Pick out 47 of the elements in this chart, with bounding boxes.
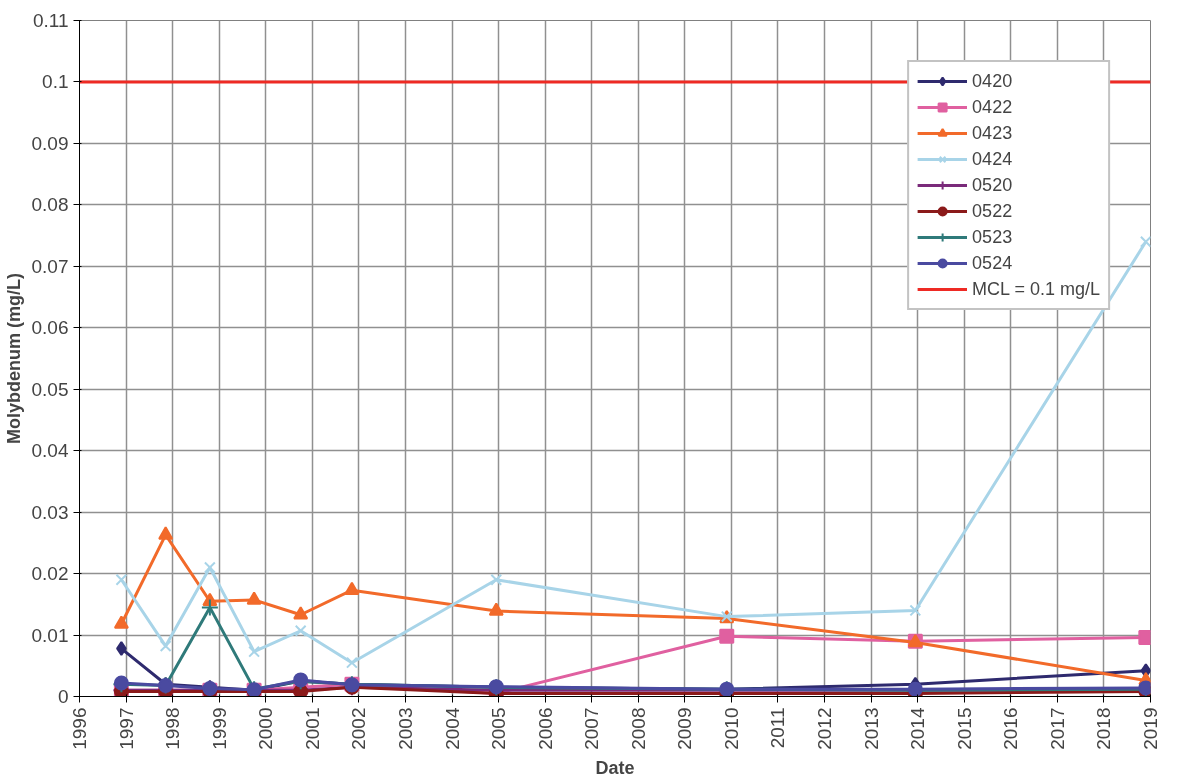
y-tick-label: 0	[57, 686, 69, 707]
y-tick-label: 0.03	[31, 501, 69, 523]
legend-label: 0523	[972, 226, 1013, 248]
x-tick-label: 2012	[814, 707, 836, 750]
y-tick-label: 0.09	[31, 132, 69, 154]
legend-label: 0420	[972, 70, 1013, 92]
x-tick-label: 1999	[208, 707, 230, 750]
x-tick-label: 2007	[581, 707, 603, 750]
x-tick-label: 2015	[953, 707, 975, 750]
x-tick-label: 2005	[488, 707, 510, 750]
x-tick-label: 2013	[860, 707, 882, 750]
legend-label: 0423	[972, 122, 1013, 144]
y-tick-label: 0.11	[32, 10, 69, 31]
legend-label: 0424	[972, 148, 1013, 170]
x-tick-label: 2001	[301, 707, 323, 750]
x-tick-label: 2011	[767, 707, 789, 749]
x-tick-label: 2019	[1140, 707, 1161, 750]
legend-label: 0522	[972, 200, 1013, 222]
y-axis-title: Molybdenum (mg/L)	[3, 273, 24, 444]
x-tick-label: 2009	[674, 707, 696, 750]
x-tick-label: 2000	[255, 707, 277, 750]
x-tick-label: 2003	[394, 707, 416, 750]
y-tick-label: 0.04	[31, 440, 69, 462]
legend-label: 0524	[972, 252, 1013, 274]
x-tick-label: 2016	[1000, 707, 1022, 750]
y-tick-label: 0.1	[42, 71, 69, 93]
x-tick-label: 1998	[162, 707, 184, 750]
legend-label: 0422	[972, 96, 1013, 118]
x-axis-title: Date	[595, 757, 635, 778]
legend-label: 0520	[972, 174, 1013, 196]
x-tick-label: 2002	[348, 707, 370, 750]
x-tick-label: 2006	[534, 707, 556, 750]
x-tick-label: 2008	[627, 707, 649, 750]
x-tick-label: 2010	[720, 707, 742, 750]
y-tick-label: 0.07	[31, 255, 69, 277]
y-tick-label: 0.06	[31, 317, 69, 339]
x-tick-label: 1996	[69, 707, 90, 750]
y-tick-label: 0.05	[31, 378, 69, 400]
x-tick-label: 2004	[441, 707, 463, 750]
legend-label: MCL = 0.1 mg/L	[972, 278, 1100, 300]
y-tick-label: 0.01	[31, 624, 69, 646]
y-tick-label: 0.08	[31, 194, 69, 216]
y-tick-label: 0.02	[31, 563, 69, 585]
x-tick-label: 1997	[115, 707, 137, 750]
x-tick-label: 2017	[1046, 707, 1068, 750]
x-tick-label: 2018	[1093, 707, 1115, 750]
x-tick-label: 2014	[907, 707, 929, 750]
